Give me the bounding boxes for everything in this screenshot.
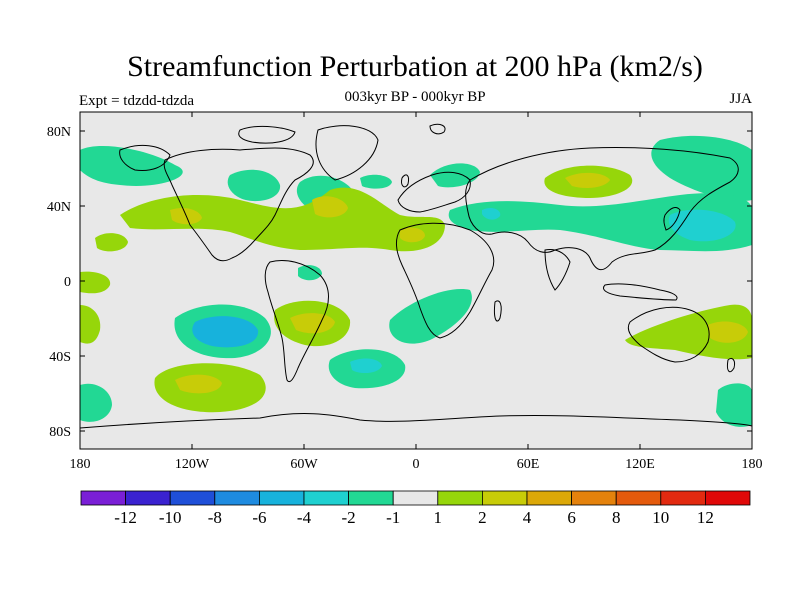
colorbar-swatch [526,490,572,506]
coastlines [79,123,753,429]
colorbar-label: -2 [342,508,356,527]
lat-axis: 80N 40N 0 40S 80S [47,125,752,440]
colorbar: -12 -10 -8 -6 -4 -2 -1 1 2 4 6 8 10 12 [80,490,751,527]
lat-tick-label: 80S [49,425,71,440]
contour-yellow-south-atl [290,313,335,334]
contour-teal-east-edge-south [716,383,752,427]
colorbar-swatch [660,490,706,506]
coast-madagascar [494,300,502,322]
map-title: Streamfunction Perturbation at 200 hPa (… [127,50,703,83]
colorbar-swatch [125,490,171,506]
lat-tick-label: 40S [49,350,71,365]
contour-teal-north-pacific [80,145,183,186]
lon-tick-label: 0 [413,457,420,472]
experiment-label: Expt = tdzdd-tdzda [79,93,195,109]
colorbar-swatch [437,490,483,506]
colorbar-label: -12 [114,508,137,527]
coast-uk [401,174,409,188]
contour-teal-small-na [227,169,281,202]
contour-yellow-se-pacific [175,374,222,394]
coast-arctic-islands [238,125,296,144]
contour-yellow-australia-east [708,321,748,343]
lat-tick-label: 80N [47,125,71,140]
colorbar-label: 1 [434,508,443,527]
lon-tick-label: 60E [517,457,540,472]
contour-yellow-east-asia [565,172,610,188]
colorbar-label: -8 [208,508,222,527]
contour-teal-small-atl [360,174,392,189]
contour-yellow-atl [312,196,348,218]
lon-tick-label: 180 [70,457,91,472]
contour-cyan-south-atl-low [350,358,382,374]
coast-new-zealand [727,357,735,373]
lon-axis: 180 120W 60W 0 60E 120E 180 [70,112,763,472]
colorbar-label: -1 [386,508,400,527]
lat-tick-label: 40N [47,200,71,215]
contour-green-pacific [95,233,128,252]
colorbar-label: -6 [252,508,266,527]
colorbar-label: 2 [478,508,487,527]
colorbar-swatch [169,490,216,506]
coast-india [544,249,571,291]
contour-cyan-mideast [482,207,501,220]
contour-teal-caribbean [298,265,322,281]
coast-indonesia [603,283,678,301]
colorbar-label: 4 [523,508,532,527]
colorbar-label: -10 [159,508,182,527]
colorbar-swatch [705,490,751,506]
coast-greenland [315,125,379,181]
map-panel [79,111,753,450]
coast-asia [465,146,739,271]
coast-japan [663,207,681,231]
map-subtitle: 003kyr BP - 000kyr BP [344,89,486,105]
colorbar-swatch [392,490,439,506]
contour-teal-west-edge-south [80,383,112,422]
contour-cyan-south-pacific [192,316,259,348]
colorbar-swatch [214,490,260,506]
contour-regions [80,135,752,427]
season-label: JJA [729,91,752,107]
coast-africa [395,222,495,339]
contour-green-na-belt [120,187,445,252]
colorbar-swatch [571,490,617,506]
contour-green-australia-east [625,304,752,360]
contour-yellow-med [400,227,425,243]
colorbar-swatch [303,490,349,506]
contour-green-west-edge [80,271,111,294]
contour-teal-europe [430,163,480,188]
coast-australia [627,306,710,363]
coast-south-america [264,260,329,383]
lon-tick-label: 120W [175,457,210,472]
coast-antarctica [79,413,753,429]
coast-north-america [163,147,314,262]
contour-green-west-edge-south [80,305,101,344]
coast-svalbard [429,123,446,135]
colorbar-swatch [481,490,528,506]
colorbar-swatch [80,490,126,506]
colorbar-label: 10 [652,508,669,527]
colorbar-label: 6 [567,508,576,527]
contour-teal-indian [389,289,472,344]
lon-tick-label: 180 [742,457,763,472]
lat-tick-label: 0 [64,275,71,290]
contour-teal-northeast-asia [651,135,752,201]
contour-cyan-asia [668,209,736,242]
coast-alaska [119,144,171,171]
colorbar-label: -4 [297,508,312,527]
colorbar-swatch [258,490,305,506]
colorbar-label: 8 [612,508,621,527]
coast-europe [397,171,471,213]
lon-tick-label: 120E [625,457,655,472]
colorbar-swatch [615,490,662,506]
lon-tick-label: 60W [290,457,318,472]
colorbar-label: 12 [697,508,714,527]
colorbar-swatch [348,490,394,506]
